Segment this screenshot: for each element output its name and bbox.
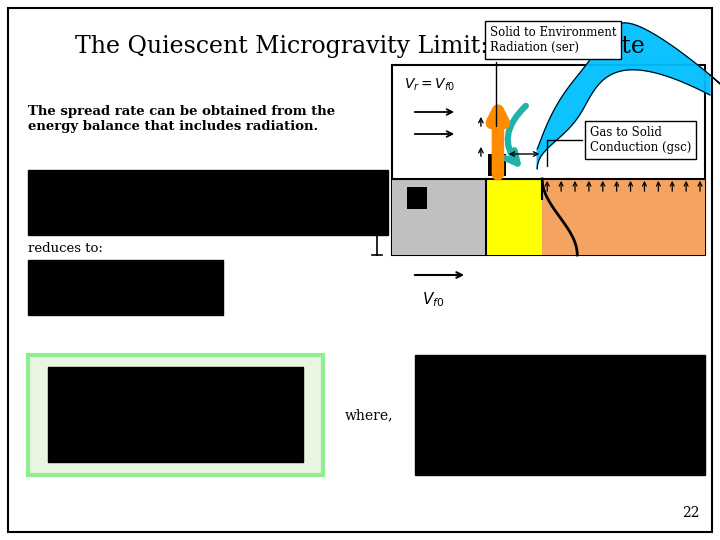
Bar — [415, 355, 705, 475]
Text: $z$: $z$ — [357, 210, 367, 224]
Bar — [28, 355, 323, 475]
Bar — [407, 187, 427, 209]
Text: The spread rate can be obtained from the
energy balance that includes radiation.: The spread rate can be obtained from the… — [28, 105, 335, 133]
Text: Solid to Environment
Radiation (ser): Solid to Environment Radiation (ser) — [490, 26, 616, 126]
Text: The Quiescent Microgravity Limit: Spread Rate: The Quiescent Microgravity Limit: Spread… — [75, 35, 645, 58]
Bar — [392, 179, 486, 255]
Bar — [28, 260, 223, 315]
Bar — [392, 65, 705, 255]
Text: where,: where, — [345, 408, 394, 422]
Text: $V_r = V_{f0}$: $V_r = V_{f0}$ — [404, 77, 455, 93]
Text: Gas to Solid
Conduction (gsc): Gas to Solid Conduction (gsc) — [547, 126, 691, 166]
Text: $V_{f0}$: $V_{f0}$ — [422, 290, 444, 309]
FancyArrowPatch shape — [505, 106, 526, 164]
Bar — [542, 179, 705, 255]
Bar — [486, 179, 542, 255]
Bar — [48, 367, 303, 462]
Text: 22: 22 — [683, 506, 700, 520]
Bar — [28, 170, 388, 235]
Text: reduces to:: reduces to: — [28, 242, 103, 255]
Polygon shape — [537, 23, 720, 169]
Bar — [488, 154, 506, 176]
